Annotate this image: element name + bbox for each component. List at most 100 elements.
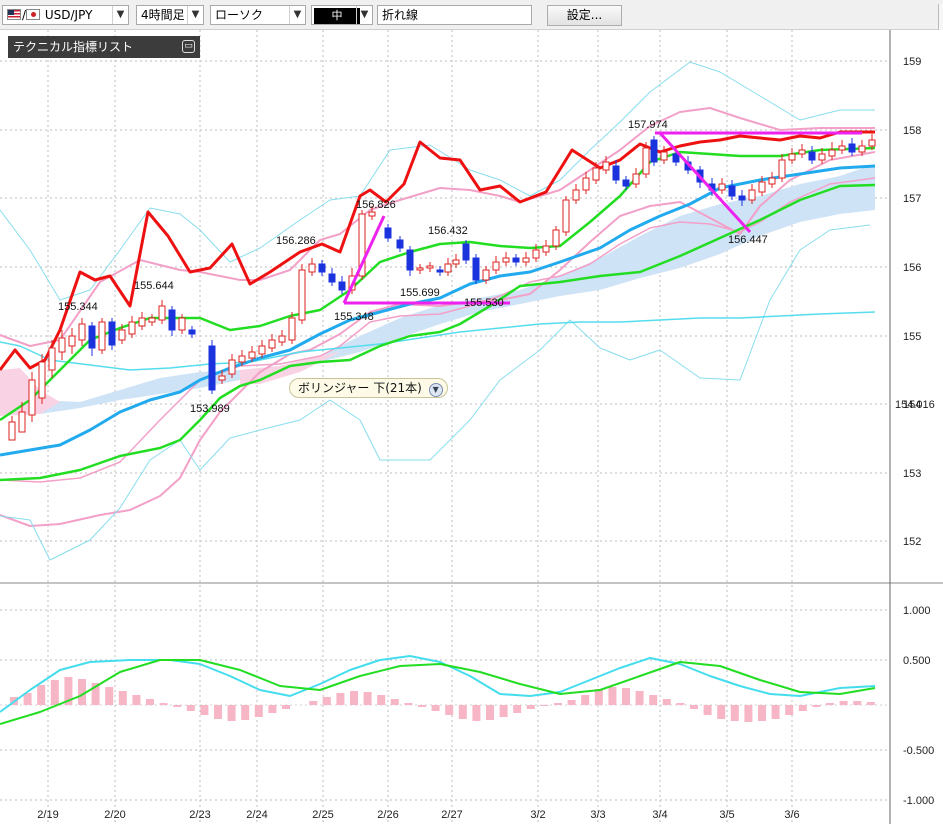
bearish-candle[interactable] xyxy=(108,321,116,346)
bullish-candle[interactable] xyxy=(358,213,366,277)
bullish-candle[interactable] xyxy=(128,321,136,335)
bollinger-tooltip[interactable]: ボリンジャー 下(21本) ▼ xyxy=(289,378,448,398)
bullish-candle[interactable] xyxy=(778,159,786,179)
bullish-candle[interactable] xyxy=(642,147,650,175)
bullish-candle[interactable] xyxy=(542,245,550,253)
bullish-candle[interactable] xyxy=(258,345,266,355)
bullish-candle[interactable] xyxy=(78,323,86,341)
macd-histogram-bar xyxy=(486,705,494,720)
bullish-candle[interactable] xyxy=(798,149,806,155)
bullish-candle[interactable] xyxy=(18,411,26,433)
bullish-candle[interactable] xyxy=(562,199,570,233)
bearish-candle[interactable] xyxy=(728,185,736,197)
bullish-candle[interactable] xyxy=(426,265,434,269)
macd-axis-label: 0.500 xyxy=(903,655,931,667)
bullish-candle[interactable] xyxy=(298,269,306,321)
bearish-candle[interactable] xyxy=(188,329,196,335)
bullish-candle[interactable] xyxy=(308,263,316,273)
macd-histogram-bar xyxy=(363,692,372,705)
bullish-candle[interactable] xyxy=(48,347,56,371)
bullish-candle[interactable] xyxy=(532,249,540,259)
bullish-candle[interactable] xyxy=(828,149,836,157)
bullish-candle[interactable] xyxy=(552,229,560,247)
bullish-candle[interactable] xyxy=(218,375,226,381)
bullish-candle[interactable] xyxy=(748,189,756,201)
settings-button[interactable]: 設定... xyxy=(547,5,622,26)
bearish-candle[interactable] xyxy=(406,249,414,271)
bullish-candle[interactable] xyxy=(278,335,286,343)
bullish-candle[interactable] xyxy=(868,139,876,147)
timeframe-select[interactable]: 4時間足 ▼ xyxy=(136,5,204,25)
bullish-candle[interactable] xyxy=(38,361,46,399)
bullish-candle[interactable] xyxy=(858,145,866,153)
bullish-candle[interactable] xyxy=(502,257,510,263)
bearish-candle[interactable] xyxy=(612,165,620,181)
bearish-candle[interactable] xyxy=(396,239,404,249)
bullish-candle[interactable] xyxy=(158,305,166,321)
bullish-candle[interactable] xyxy=(718,183,726,191)
chart-type-select[interactable]: ローソク ▼ xyxy=(210,5,306,25)
bullish-candle[interactable] xyxy=(138,317,146,327)
bullish-candle[interactable] xyxy=(416,267,424,271)
bullish-candle[interactable] xyxy=(522,257,530,263)
currency-pair-select[interactable]: / USD/JPY ▼ xyxy=(2,5,129,25)
bullish-candle[interactable] xyxy=(592,167,600,181)
bullish-candle[interactable] xyxy=(444,263,452,273)
bullish-candle[interactable] xyxy=(818,153,826,161)
bearish-candle[interactable] xyxy=(472,257,480,281)
bullish-candle[interactable] xyxy=(838,145,846,151)
bearish-candle[interactable] xyxy=(384,227,392,239)
bullish-candle[interactable] xyxy=(788,153,796,161)
bullish-candle[interactable] xyxy=(632,173,640,185)
chart-area[interactable]: 155.344 155.644 153.989 156.286 156.826 155.3… xyxy=(0,30,943,824)
bullish-candle[interactable] xyxy=(572,189,580,201)
bearish-candle[interactable] xyxy=(650,139,658,163)
bullish-candle[interactable] xyxy=(452,259,460,265)
bullish-candle[interactable] xyxy=(248,351,256,359)
bullish-candle[interactable] xyxy=(268,339,276,349)
bullish-candle[interactable] xyxy=(768,177,776,185)
bullish-candle[interactable] xyxy=(238,355,246,363)
bearish-candle[interactable] xyxy=(338,281,346,291)
bullish-candle[interactable] xyxy=(98,321,106,351)
bearish-candle[interactable] xyxy=(848,143,856,153)
trendline-drawing[interactable] xyxy=(658,131,752,234)
bullish-candle[interactable] xyxy=(288,317,296,341)
bullish-candle[interactable] xyxy=(368,211,376,217)
bullish-candle[interactable] xyxy=(68,335,76,347)
line-style-select[interactable]: 折れ線 xyxy=(377,5,532,25)
bullish-candle[interactable] xyxy=(660,151,668,161)
minus-icon[interactable]: ▭ xyxy=(182,40,195,53)
bearish-candle[interactable] xyxy=(672,153,680,163)
chevron-down-icon[interactable]: ▼ xyxy=(428,383,443,397)
technical-indicator-list-panel[interactable]: テクニカル指標リスト ▭ xyxy=(8,36,200,58)
line-width-select[interactable]: 中 ▼ xyxy=(311,5,373,25)
bullish-candle[interactable] xyxy=(482,269,490,281)
bullish-candle[interactable] xyxy=(178,317,186,331)
bullish-candle[interactable] xyxy=(758,181,766,193)
bearish-candle[interactable] xyxy=(462,243,470,261)
bullish-candle[interactable] xyxy=(8,421,16,441)
macd-histogram-bar xyxy=(336,693,345,705)
bullish-candle[interactable] xyxy=(492,261,500,271)
bullish-candle[interactable] xyxy=(602,161,610,171)
price-chart[interactable]: 155.344 155.644 153.989 156.286 156.826 155.3… xyxy=(0,30,943,824)
bearish-candle[interactable] xyxy=(208,345,216,391)
bearish-candle[interactable] xyxy=(318,263,326,273)
bullish-candle[interactable] xyxy=(148,317,156,323)
trendline-drawing[interactable] xyxy=(342,215,386,304)
bullish-candle[interactable] xyxy=(28,379,36,416)
bearish-candle[interactable] xyxy=(168,309,176,331)
bullish-candle[interactable] xyxy=(58,337,66,353)
bullish-candle[interactable] xyxy=(118,329,126,341)
bearish-candle[interactable] xyxy=(808,151,816,161)
bearish-candle[interactable] xyxy=(512,257,520,263)
macd-histogram-bar xyxy=(826,703,834,705)
bearish-candle[interactable] xyxy=(738,195,746,201)
bullish-candle[interactable] xyxy=(582,177,590,191)
bearish-candle[interactable] xyxy=(328,273,336,283)
bullish-candle[interactable] xyxy=(228,359,236,375)
bearish-candle[interactable] xyxy=(436,269,444,273)
bearish-candle[interactable] xyxy=(88,325,96,349)
bearish-candle[interactable] xyxy=(622,179,630,187)
